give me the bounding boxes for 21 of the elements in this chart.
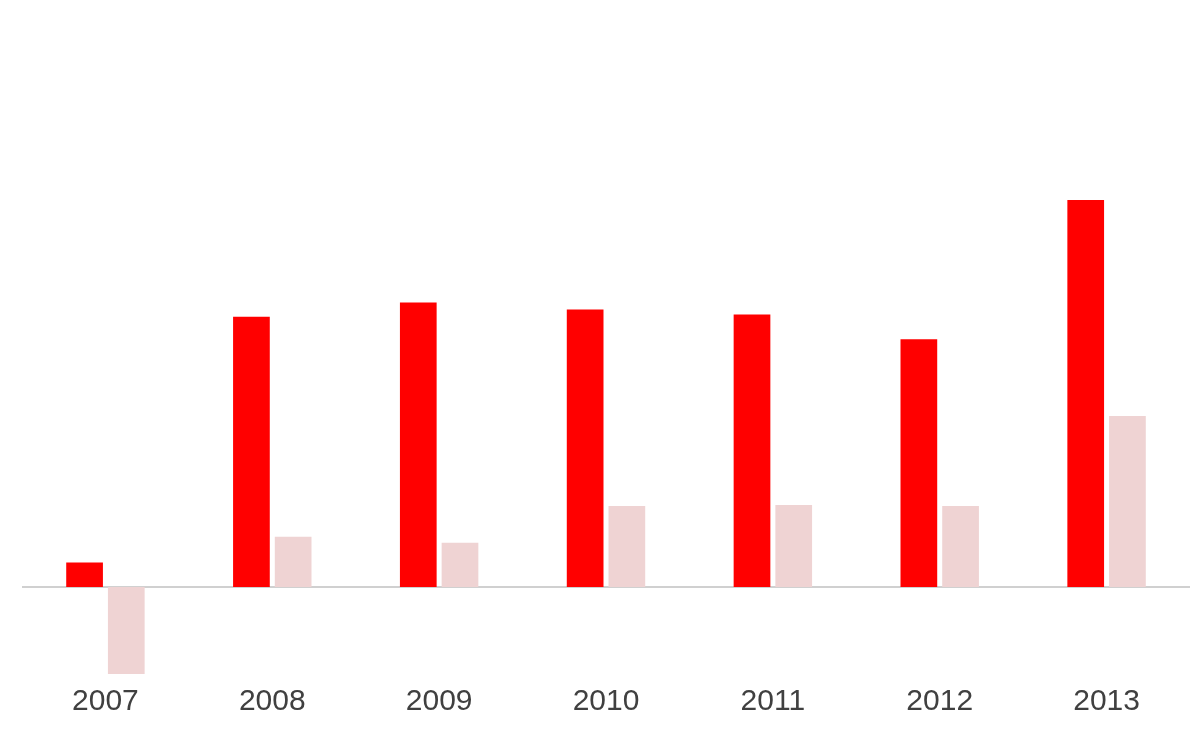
- x-tick-label: 2011: [740, 683, 806, 717]
- bar: [942, 506, 979, 587]
- bar: [733, 314, 771, 587]
- bar: [900, 339, 938, 587]
- x-tick-label: 2010: [572, 683, 640, 717]
- bar: [1109, 415, 1146, 587]
- x-tick-label: 2009: [405, 683, 473, 717]
- x-tick-label: 2013: [1073, 683, 1140, 717]
- x-tick-label: 2008: [238, 683, 306, 717]
- bar: [233, 316, 270, 587]
- bar: [1067, 200, 1105, 587]
- bar: [274, 536, 312, 587]
- bar: [566, 309, 604, 587]
- bar: [608, 506, 646, 587]
- x-tick-label: 2007: [72, 683, 139, 717]
- bar: [441, 542, 479, 587]
- bar: [399, 302, 437, 587]
- bar: [66, 562, 103, 587]
- x-tick-label: 2012: [906, 683, 974, 717]
- bar: [775, 504, 813, 587]
- bar: [107, 586, 145, 674]
